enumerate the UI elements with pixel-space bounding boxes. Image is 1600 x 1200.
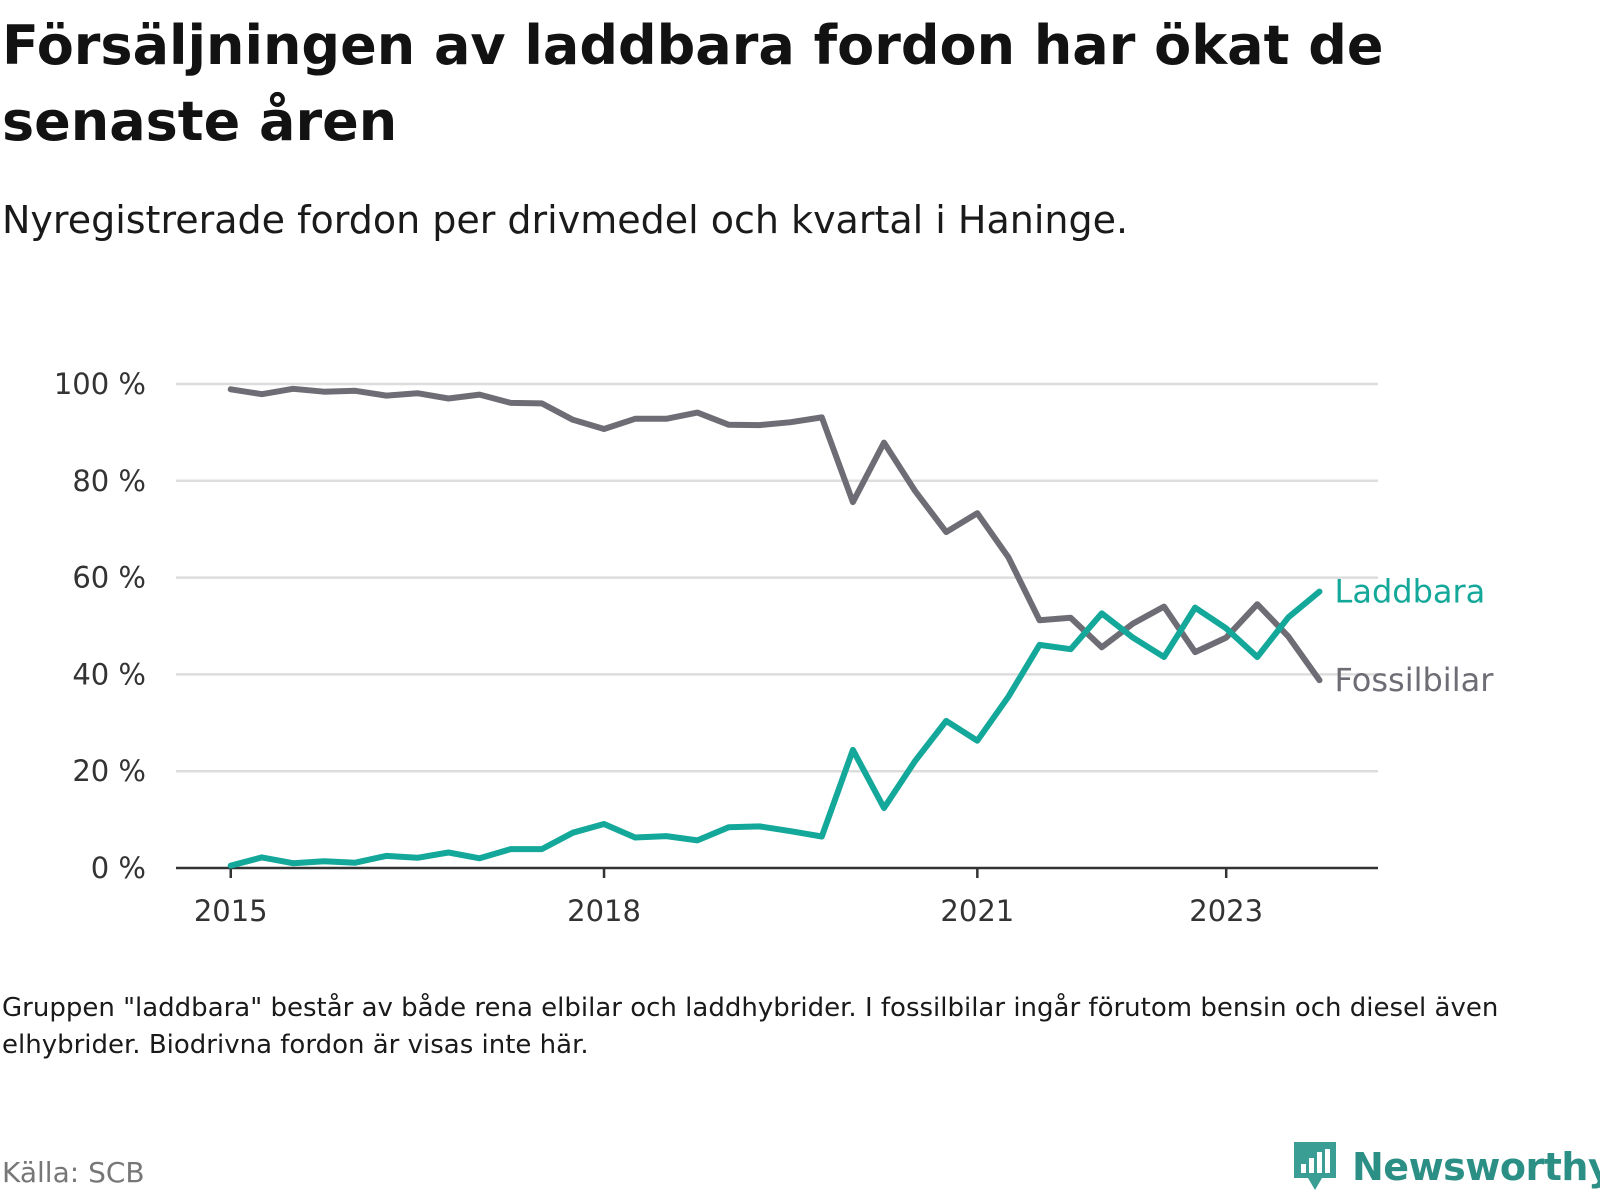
gridlines bbox=[176, 382, 1378, 773]
brand-name: Newsworthy bbox=[1352, 1145, 1600, 1189]
y-tick-label: 80 % bbox=[72, 464, 146, 498]
x-tick-label: 2018 bbox=[567, 894, 641, 928]
x-tick-label: 2015 bbox=[194, 894, 268, 928]
y-axis-labels: 0 % 20 % 40 % 60 % 80 % 100 % bbox=[54, 367, 146, 885]
series-lines bbox=[227, 385, 1323, 869]
y-tick-label: 0 % bbox=[91, 851, 146, 885]
x-axis-ticks: 2015 2018 2021 2023 bbox=[194, 868, 1263, 928]
series-labels: Fossilbilar Laddbara bbox=[1335, 573, 1495, 700]
y-tick-label: 40 % bbox=[72, 657, 146, 691]
y-tick-label: 100 % bbox=[54, 367, 146, 401]
newsworthy-logo-icon bbox=[1294, 1142, 1336, 1190]
series-line-fossil bbox=[227, 385, 1323, 684]
chart-footnote: Gruppen "laddbara" består av både rena e… bbox=[2, 993, 1499, 1060]
series-label-laddbara: Laddbara bbox=[1335, 573, 1486, 611]
source-text: Källa: SCB bbox=[2, 1156, 145, 1189]
chart-title: Försäljningen av laddbara fordon har öka… bbox=[2, 14, 1384, 153]
x-tick-label: 2023 bbox=[1189, 894, 1263, 928]
series-line-laddbara bbox=[227, 588, 1323, 869]
series-label-fossil: Fossilbilar bbox=[1335, 661, 1495, 699]
line-chart: 0 % 20 % 40 % 60 % 80 % 100 % 2015 2018 2021 202… bbox=[54, 367, 1495, 928]
chart-subtitle: Nyregistrerade fordon per drivmedel och … bbox=[2, 198, 1129, 242]
x-tick-label: 2021 bbox=[940, 894, 1014, 928]
brand-logo: Newsworthy bbox=[1290, 1138, 1600, 1196]
y-tick-label: 20 % bbox=[72, 754, 146, 788]
y-tick-label: 60 % bbox=[72, 561, 146, 595]
